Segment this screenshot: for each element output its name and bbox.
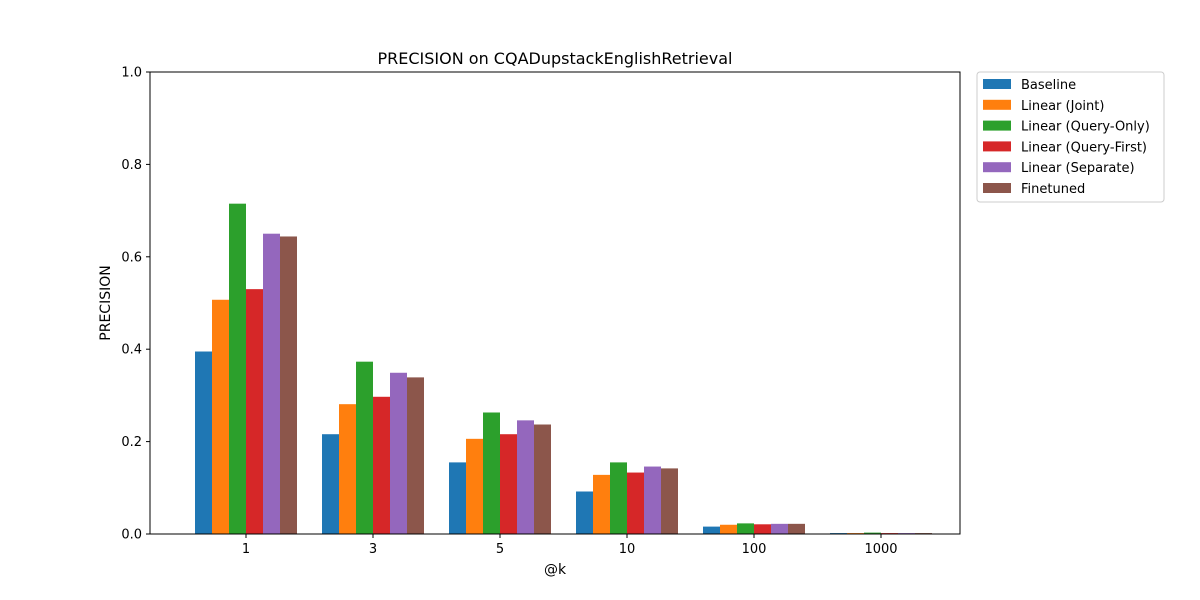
legend-frame xyxy=(976,71,1165,203)
bar-linear-query-first-1 xyxy=(246,289,263,534)
legend-swatch xyxy=(983,79,1011,89)
bar-linear-separate-3 xyxy=(390,372,407,534)
y-tick-label: 1.0 xyxy=(121,66,142,81)
y-tick-label: 0.4 xyxy=(121,343,142,358)
y-axis-label: PRECISION xyxy=(98,265,114,340)
chart-title: PRECISION on CQADupstackEnglishRetrieval xyxy=(378,49,733,68)
bar-finetuned-3 xyxy=(407,377,424,534)
bar-linear-query-first-3 xyxy=(373,396,390,534)
bars-layer xyxy=(195,203,932,535)
bar-linear-query-only-5 xyxy=(483,412,500,534)
y-axis: 0.0 0.2 0.4 0.6 0.8 1.0 xyxy=(121,66,150,543)
legend-swatch xyxy=(983,120,1011,131)
bar-linear-separate-100 xyxy=(771,523,788,534)
legend-label: Finetuned xyxy=(1021,182,1085,197)
bar-finetuned-5 xyxy=(534,424,551,534)
bar-baseline-100 xyxy=(703,526,720,534)
legend-label: Linear (Joint) xyxy=(1021,99,1104,114)
legend-label: Linear (Query-Only) xyxy=(1021,120,1150,135)
bar-linear-query-first-10 xyxy=(627,472,644,534)
x-tick-label: 10 xyxy=(619,542,636,557)
x-tick-label: 100 xyxy=(742,542,767,557)
bar-linear-query-only-3 xyxy=(356,361,373,534)
x-tick-label: 1000 xyxy=(864,542,897,557)
legend-swatch xyxy=(983,99,1011,110)
plot-area-frame xyxy=(149,71,961,535)
x-axis: 1 3 5 10 100 1000 xyxy=(242,534,898,557)
legend-label: Baseline xyxy=(1021,78,1076,93)
x-tick-label: 1 xyxy=(242,542,250,557)
x-axis-label: @k xyxy=(544,562,567,578)
bar-linear-query-only-10 xyxy=(610,462,627,534)
bar-baseline-3 xyxy=(322,434,339,534)
bar-linear-joint-5 xyxy=(466,438,483,534)
bar-linear-separate-1 xyxy=(263,233,280,534)
legend-label: Linear (Separate) xyxy=(1021,161,1135,176)
bar-linear-joint-1 xyxy=(212,299,229,534)
bar-baseline-10 xyxy=(576,491,593,534)
y-tick-label: 0.2 xyxy=(121,435,142,450)
bar-linear-query-first-5 xyxy=(500,434,517,534)
legend-label: Linear (Query-First) xyxy=(1021,140,1147,155)
bar-linear-separate-10 xyxy=(644,466,661,534)
bar-linear-separate-5 xyxy=(517,420,534,534)
legend-swatch xyxy=(983,162,1011,173)
bar-linear-query-only-1 xyxy=(229,203,246,535)
x-tick-label: 3 xyxy=(369,542,377,557)
x-tick-label: 5 xyxy=(496,542,504,557)
bar-finetuned-10 xyxy=(661,468,678,534)
bar-baseline-1 xyxy=(195,351,212,534)
bar-baseline-5 xyxy=(449,462,466,534)
legend-swatch xyxy=(983,183,1011,193)
y-tick-label: 0.6 xyxy=(121,250,142,265)
bar-linear-query-only-100 xyxy=(737,523,754,534)
bar-linear-query-only-1000 xyxy=(864,532,881,534)
bar-finetuned-100 xyxy=(788,523,805,534)
legend-swatch xyxy=(983,141,1011,152)
bar-finetuned-1 xyxy=(280,236,297,535)
y-tick-label: 0.8 xyxy=(121,158,142,173)
y-tick-label: 0.0 xyxy=(121,528,142,543)
bar-linear-joint-100 xyxy=(720,524,737,534)
bar-linear-joint-10 xyxy=(593,474,610,534)
bar-linear-query-first-100 xyxy=(754,524,771,534)
bar-linear-joint-3 xyxy=(339,404,356,534)
legend: Baseline Linear (Joint) Linear (Query-Only… xyxy=(976,71,1165,203)
